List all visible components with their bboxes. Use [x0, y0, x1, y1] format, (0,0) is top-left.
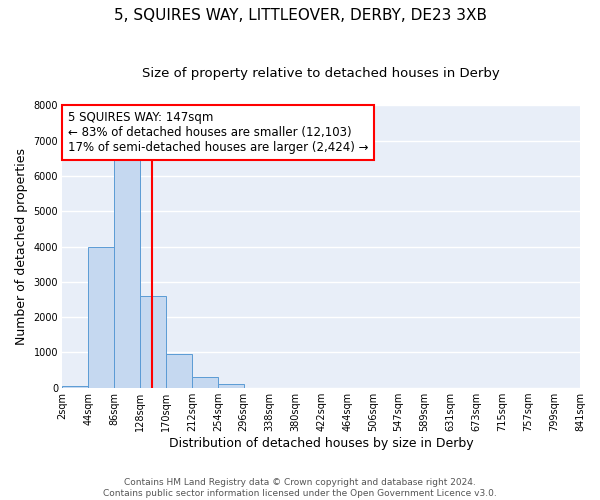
- Bar: [140, 296, 166, 388]
- Text: Contains HM Land Registry data © Crown copyright and database right 2024.
Contai: Contains HM Land Registry data © Crown c…: [103, 478, 497, 498]
- X-axis label: Distribution of detached houses by size in Derby: Distribution of detached houses by size …: [169, 437, 473, 450]
- Bar: [166, 354, 192, 388]
- Y-axis label: Number of detached properties: Number of detached properties: [15, 148, 28, 345]
- Bar: [62, 386, 88, 388]
- Bar: [192, 377, 218, 388]
- Bar: [114, 154, 140, 388]
- Bar: [88, 246, 114, 388]
- Title: Size of property relative to detached houses in Derby: Size of property relative to detached ho…: [142, 68, 500, 80]
- Text: 5 SQUIRES WAY: 147sqm
← 83% of detached houses are smaller (12,103)
17% of semi-: 5 SQUIRES WAY: 147sqm ← 83% of detached …: [68, 111, 368, 154]
- Bar: [218, 384, 244, 388]
- Text: 5, SQUIRES WAY, LITTLEOVER, DERBY, DE23 3XB: 5, SQUIRES WAY, LITTLEOVER, DERBY, DE23 …: [113, 8, 487, 22]
